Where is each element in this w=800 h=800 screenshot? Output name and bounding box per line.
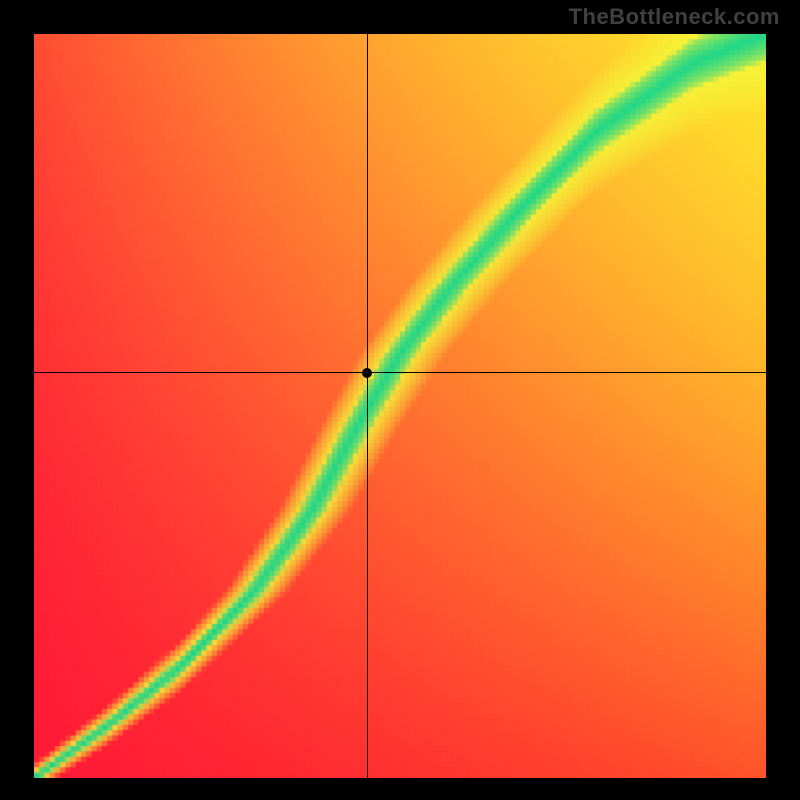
crosshair-horizontal	[34, 372, 766, 373]
watermark-text: TheBottleneck.com	[569, 4, 780, 30]
heatmap-canvas	[34, 34, 766, 778]
crosshair-vertical	[367, 34, 368, 778]
crosshair-marker	[362, 368, 372, 378]
chart-container: TheBottleneck.com	[0, 0, 800, 800]
heatmap-plot-area	[34, 34, 766, 778]
